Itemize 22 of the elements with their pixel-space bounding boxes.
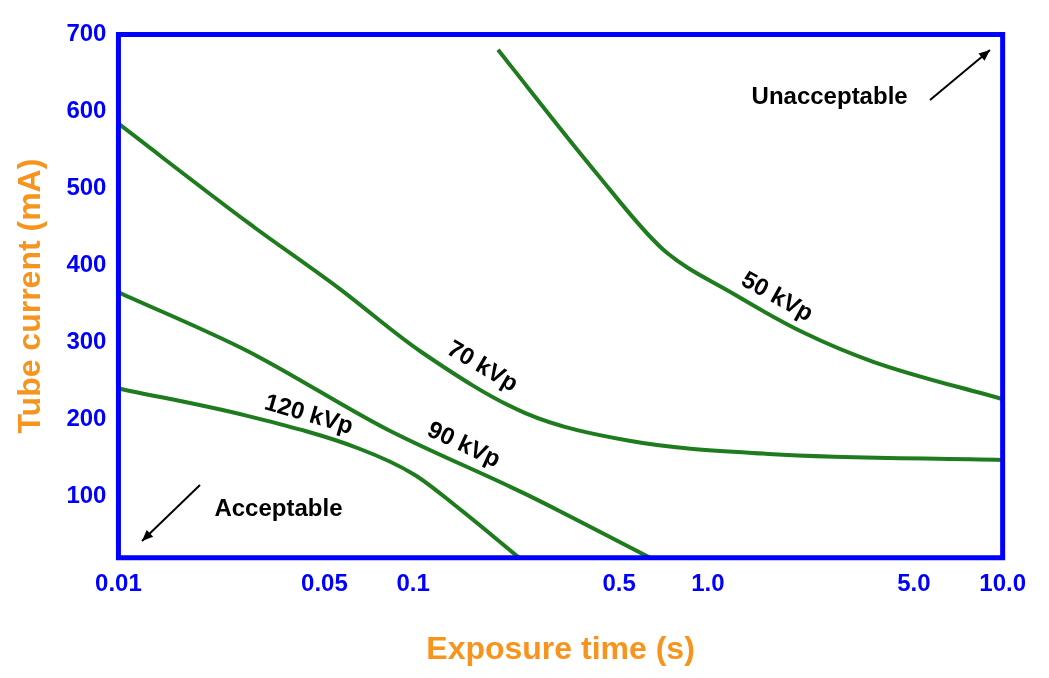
text: 120 kVp (261, 387, 357, 439)
annotation: Acceptable (214, 494, 343, 522)
text: 70 kVp (442, 333, 524, 397)
y-tick-label: 300 (66, 326, 107, 354)
y-tick-label: 200 (66, 403, 107, 431)
text: 90 kVp (423, 414, 506, 473)
x-tick-label: 1.0 (691, 568, 725, 596)
x-tick-label: 10.0 (979, 568, 1026, 596)
x-axis-title: Exposure time (s) (426, 629, 695, 666)
x-tick-label: 0.1 (396, 568, 430, 596)
y-tick-label: 600 (66, 96, 107, 123)
x-tick-label: 0.01 (95, 568, 142, 596)
y-tick-label: 500 (66, 172, 107, 200)
y-tick-label: 400 (66, 249, 107, 277)
y-tick-label: 700 (66, 19, 107, 47)
x-tick-label: 0.05 (301, 568, 348, 596)
text: 50 kVp (737, 265, 819, 327)
x-tick-label: 0.5 (602, 568, 636, 596)
y-axis-title: Tube current (mA) (11, 158, 48, 434)
x-tick-label: 5.0 (897, 568, 931, 596)
annotation: Unacceptable (751, 82, 908, 110)
y-tick-label: 100 (66, 480, 107, 508)
